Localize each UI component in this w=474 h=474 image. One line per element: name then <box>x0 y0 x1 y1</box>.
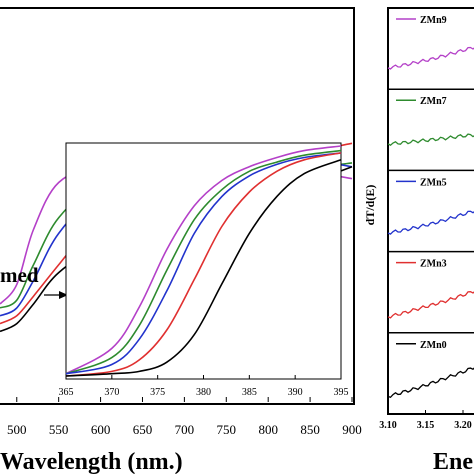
main-panel: 500 550 600 650 700 750 800 850 900 Wavelength (… <box>0 7 362 474</box>
right-plot-frame <box>387 7 474 415</box>
inset-panel: 365 370 375 380 385 390 395 <box>59 142 349 398</box>
right-x-tick-label-1: 3.15 <box>417 420 435 431</box>
main-x-tick-label-1: 550 <box>49 422 69 437</box>
main-plot-frame <box>0 7 355 405</box>
right-legend-label-zmn3: ZMn3 <box>420 259 447 270</box>
right-legend-label-zmn7: ZMn7 <box>420 96 447 107</box>
main-x-ticks: 500 550 600 650 700 750 800 850 900 <box>7 397 362 437</box>
main-x-tick-label-7: 850 <box>300 422 320 437</box>
main-x-tick-label-8: 900 <box>342 422 362 437</box>
inset-x-tick-label-5: 390 <box>288 387 303 398</box>
main-x-tick-label-5: 750 <box>217 422 237 437</box>
main-x-tick-label-0: 500 <box>7 422 27 437</box>
zoom-annotation-text: med <box>0 263 39 287</box>
inset-x-ticks: 365 370 375 380 385 390 395 <box>59 375 349 398</box>
main-x-tick-label-4: 700 <box>175 422 195 437</box>
right-panel-series-zmn3 <box>387 291 474 319</box>
inset-series-group <box>65 145 342 377</box>
inset-series-zmn0 <box>65 159 342 377</box>
main-x-axis-label: Wavelength (nm.) <box>0 449 183 474</box>
right-stacked-panels: ZMn9 ZMn7 ZMn5 ZMn3 ZMn0 <box>387 15 474 399</box>
right-x-tick-label-0: 3.10 <box>379 420 397 431</box>
right-panel-series-zmn5 <box>387 210 474 235</box>
right-legend-label-zmn0: ZMn0 <box>420 340 447 351</box>
right-x-ticks: 3.10 3.15 3.20 <box>379 410 472 431</box>
right-panel-series-zmn0 <box>387 367 474 399</box>
right-panel-series-zmn9 <box>387 46 474 70</box>
inset-x-tick-label-6: 395 <box>334 387 349 398</box>
right-x-axis-label: Ene <box>433 449 473 474</box>
inset-series-zmn7 <box>65 149 342 375</box>
right-legend-label-zmn5: ZMn5 <box>420 177 447 188</box>
inset-x-tick-label-2: 375 <box>150 387 165 398</box>
main-x-tick-label-6: 800 <box>258 422 278 437</box>
right-panel-series-zmn7 <box>387 133 474 146</box>
inset-series-zmn3 <box>65 152 342 377</box>
main-x-tick-label-2: 600 <box>91 422 111 437</box>
main-x-tick-label-3: 650 <box>133 422 153 437</box>
inset-series-zmn5 <box>65 152 342 375</box>
inset-x-tick-label-3: 380 <box>196 387 211 398</box>
right-y-axis-label: dT/d(E) <box>363 185 377 226</box>
right-legend-label-zmn9: ZMn9 <box>420 15 447 26</box>
right-panel: ZMn9 ZMn7 ZMn5 ZMn3 ZMn0 3.10 3.15 3.20 dT/d(E… <box>363 7 474 474</box>
inset-series-zmn9 <box>65 145 342 375</box>
inset-x-tick-label-0: 365 <box>59 387 74 398</box>
right-x-tick-label-2: 3.20 <box>454 420 472 431</box>
zoom-arrow-head <box>59 291 68 299</box>
inset-x-tick-label-4: 385 <box>242 387 257 398</box>
inset-x-tick-label-1: 370 <box>104 387 119 398</box>
